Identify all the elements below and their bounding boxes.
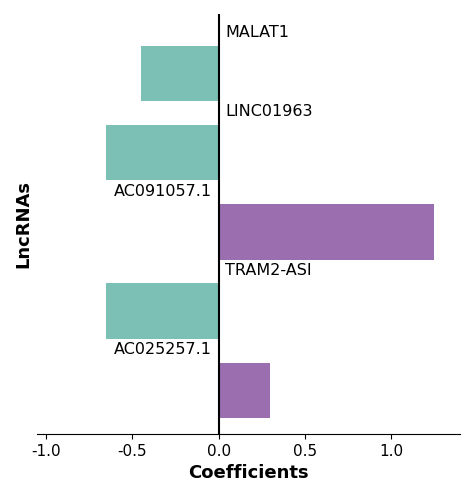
Text: LINC01963: LINC01963 (226, 104, 313, 119)
Bar (141, 46, 219, 101)
X-axis label: Coefficients: Coefficients (189, 464, 309, 482)
Text: AC025257.1: AC025257.1 (114, 342, 212, 357)
Text: AC091057.1: AC091057.1 (114, 184, 212, 198)
Bar (219, 363, 270, 418)
Bar (107, 125, 219, 180)
Text: MALAT1: MALAT1 (226, 25, 290, 40)
Bar (219, 204, 434, 259)
Bar (107, 283, 219, 339)
Y-axis label: LncRNAs: LncRNAs (14, 180, 32, 268)
Text: TRAM2-ASI: TRAM2-ASI (226, 263, 312, 278)
